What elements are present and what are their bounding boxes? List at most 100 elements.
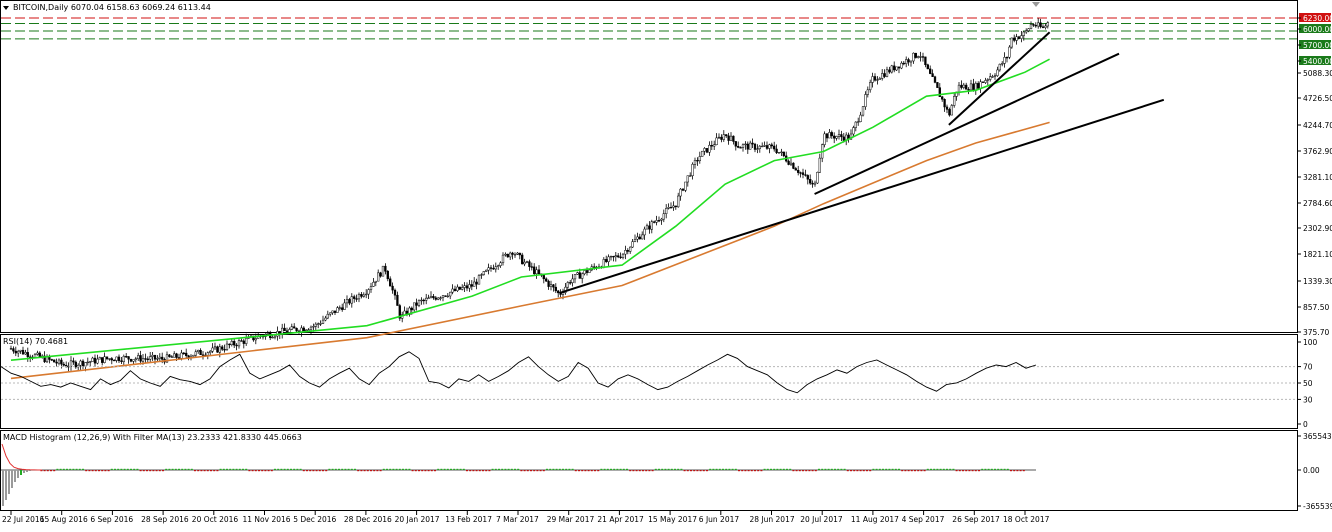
candle: [62, 361, 65, 367]
macd-bar: [578, 470, 580, 472]
candle: [168, 353, 171, 358]
macd-bar: [530, 470, 532, 472]
candle: [573, 274, 577, 284]
macd-bar: [152, 470, 155, 472]
macd-bar: [26, 470, 28, 472]
candle: [521, 252, 524, 265]
macd-bar: [910, 470, 913, 472]
candle: [1037, 18, 1040, 29]
candle: [645, 223, 649, 230]
macd-bar: [1003, 468, 1006, 470]
rsi-axis-label: 70: [1303, 363, 1313, 372]
candle: [509, 251, 512, 260]
candle: [993, 73, 997, 80]
date-tick-label: 20 Jan 2017: [395, 515, 440, 524]
candle: [854, 121, 857, 132]
candle: [530, 262, 533, 271]
candle: [242, 338, 245, 349]
macd-bar: [635, 470, 638, 472]
macd-bar: [75, 468, 78, 470]
macd-bar: [725, 468, 728, 470]
candle: [144, 353, 147, 364]
candle: [12, 346, 15, 354]
candle: [115, 356, 118, 363]
candle: [763, 141, 766, 147]
macd-bar: [552, 468, 555, 470]
macd-bar: [315, 470, 318, 472]
macd-bar: [421, 470, 424, 472]
candle: [245, 333, 248, 346]
macd-bar: [702, 470, 705, 472]
macd-bar: [658, 468, 660, 470]
candle: [197, 349, 200, 354]
macd-bar: [130, 468, 132, 470]
candle: [648, 221, 651, 234]
macd-bar: [565, 468, 568, 470]
candle: [89, 360, 92, 367]
candle: [799, 171, 802, 178]
rsi-header: RSI(14) 70.4681: [3, 337, 68, 346]
candle: [321, 315, 325, 324]
macd-bar: [747, 470, 750, 472]
price-header: BITCOIN,Daily 6070.04 6158.63 6069.24 61…: [13, 3, 211, 12]
macd-bar: [814, 470, 817, 472]
candle: [761, 142, 764, 148]
dropdown-arrow-icon[interactable]: [3, 6, 9, 10]
macd-bar: [238, 468, 241, 470]
candle: [360, 291, 363, 299]
price-axis-label: 5400.00: [1303, 57, 1332, 66]
macd-bar: [955, 470, 958, 472]
date-tick-label: 6 Jun 2017: [699, 515, 740, 524]
rsi-axis-label: 100: [1303, 338, 1318, 347]
candle: [801, 168, 805, 179]
candle: [705, 148, 709, 154]
candle: [768, 143, 771, 154]
candle: [624, 245, 627, 260]
macd-bar: [104, 470, 107, 472]
candle: [199, 348, 202, 356]
macd-bar: [107, 470, 110, 472]
price-level-tag: [1299, 40, 1331, 49]
macd-bar: [680, 468, 683, 470]
macd-bar: [523, 470, 526, 472]
macd-bar: [770, 468, 772, 470]
candle: [758, 144, 761, 153]
candle: [468, 279, 471, 292]
macd-bar: [901, 470, 904, 472]
macd-bar: [181, 468, 184, 470]
macd-bar: [638, 470, 641, 472]
macd-bar: [984, 468, 987, 470]
candle: [516, 251, 519, 256]
candle: [693, 157, 697, 169]
macd-bar: [840, 468, 843, 470]
candle: [324, 315, 327, 322]
macd-bar: [677, 468, 680, 470]
macd-bar: [43, 470, 46, 472]
macd-bar: [475, 470, 478, 472]
candle: [446, 292, 449, 298]
candle: [785, 151, 788, 163]
candle: [890, 64, 893, 74]
macd-bar: [197, 470, 200, 472]
date-tick-label: 15 Aug 2016: [40, 515, 88, 524]
candle: [691, 162, 694, 180]
candle: [902, 61, 905, 66]
date-tick-label: 6 Sep 2016: [90, 515, 133, 524]
macd-bar: [210, 470, 212, 472]
rsi-axis: 100 70 50 30 0: [1297, 338, 1318, 429]
macd-bar: [821, 468, 824, 470]
candle: [302, 326, 305, 332]
macd-bar: [882, 468, 884, 470]
candle: [432, 294, 435, 300]
macd-bar: [146, 470, 148, 472]
macd-bar: [581, 470, 584, 472]
macd-bar: [942, 468, 945, 470]
candle: [739, 146, 742, 149]
candle: [986, 78, 989, 86]
date-tick-label: 21 Apr 2017: [597, 515, 644, 524]
candle: [864, 91, 867, 110]
candle: [391, 282, 394, 294]
candle: [893, 61, 896, 73]
macd-bar: [443, 468, 446, 470]
macd-bar: [930, 468, 932, 470]
